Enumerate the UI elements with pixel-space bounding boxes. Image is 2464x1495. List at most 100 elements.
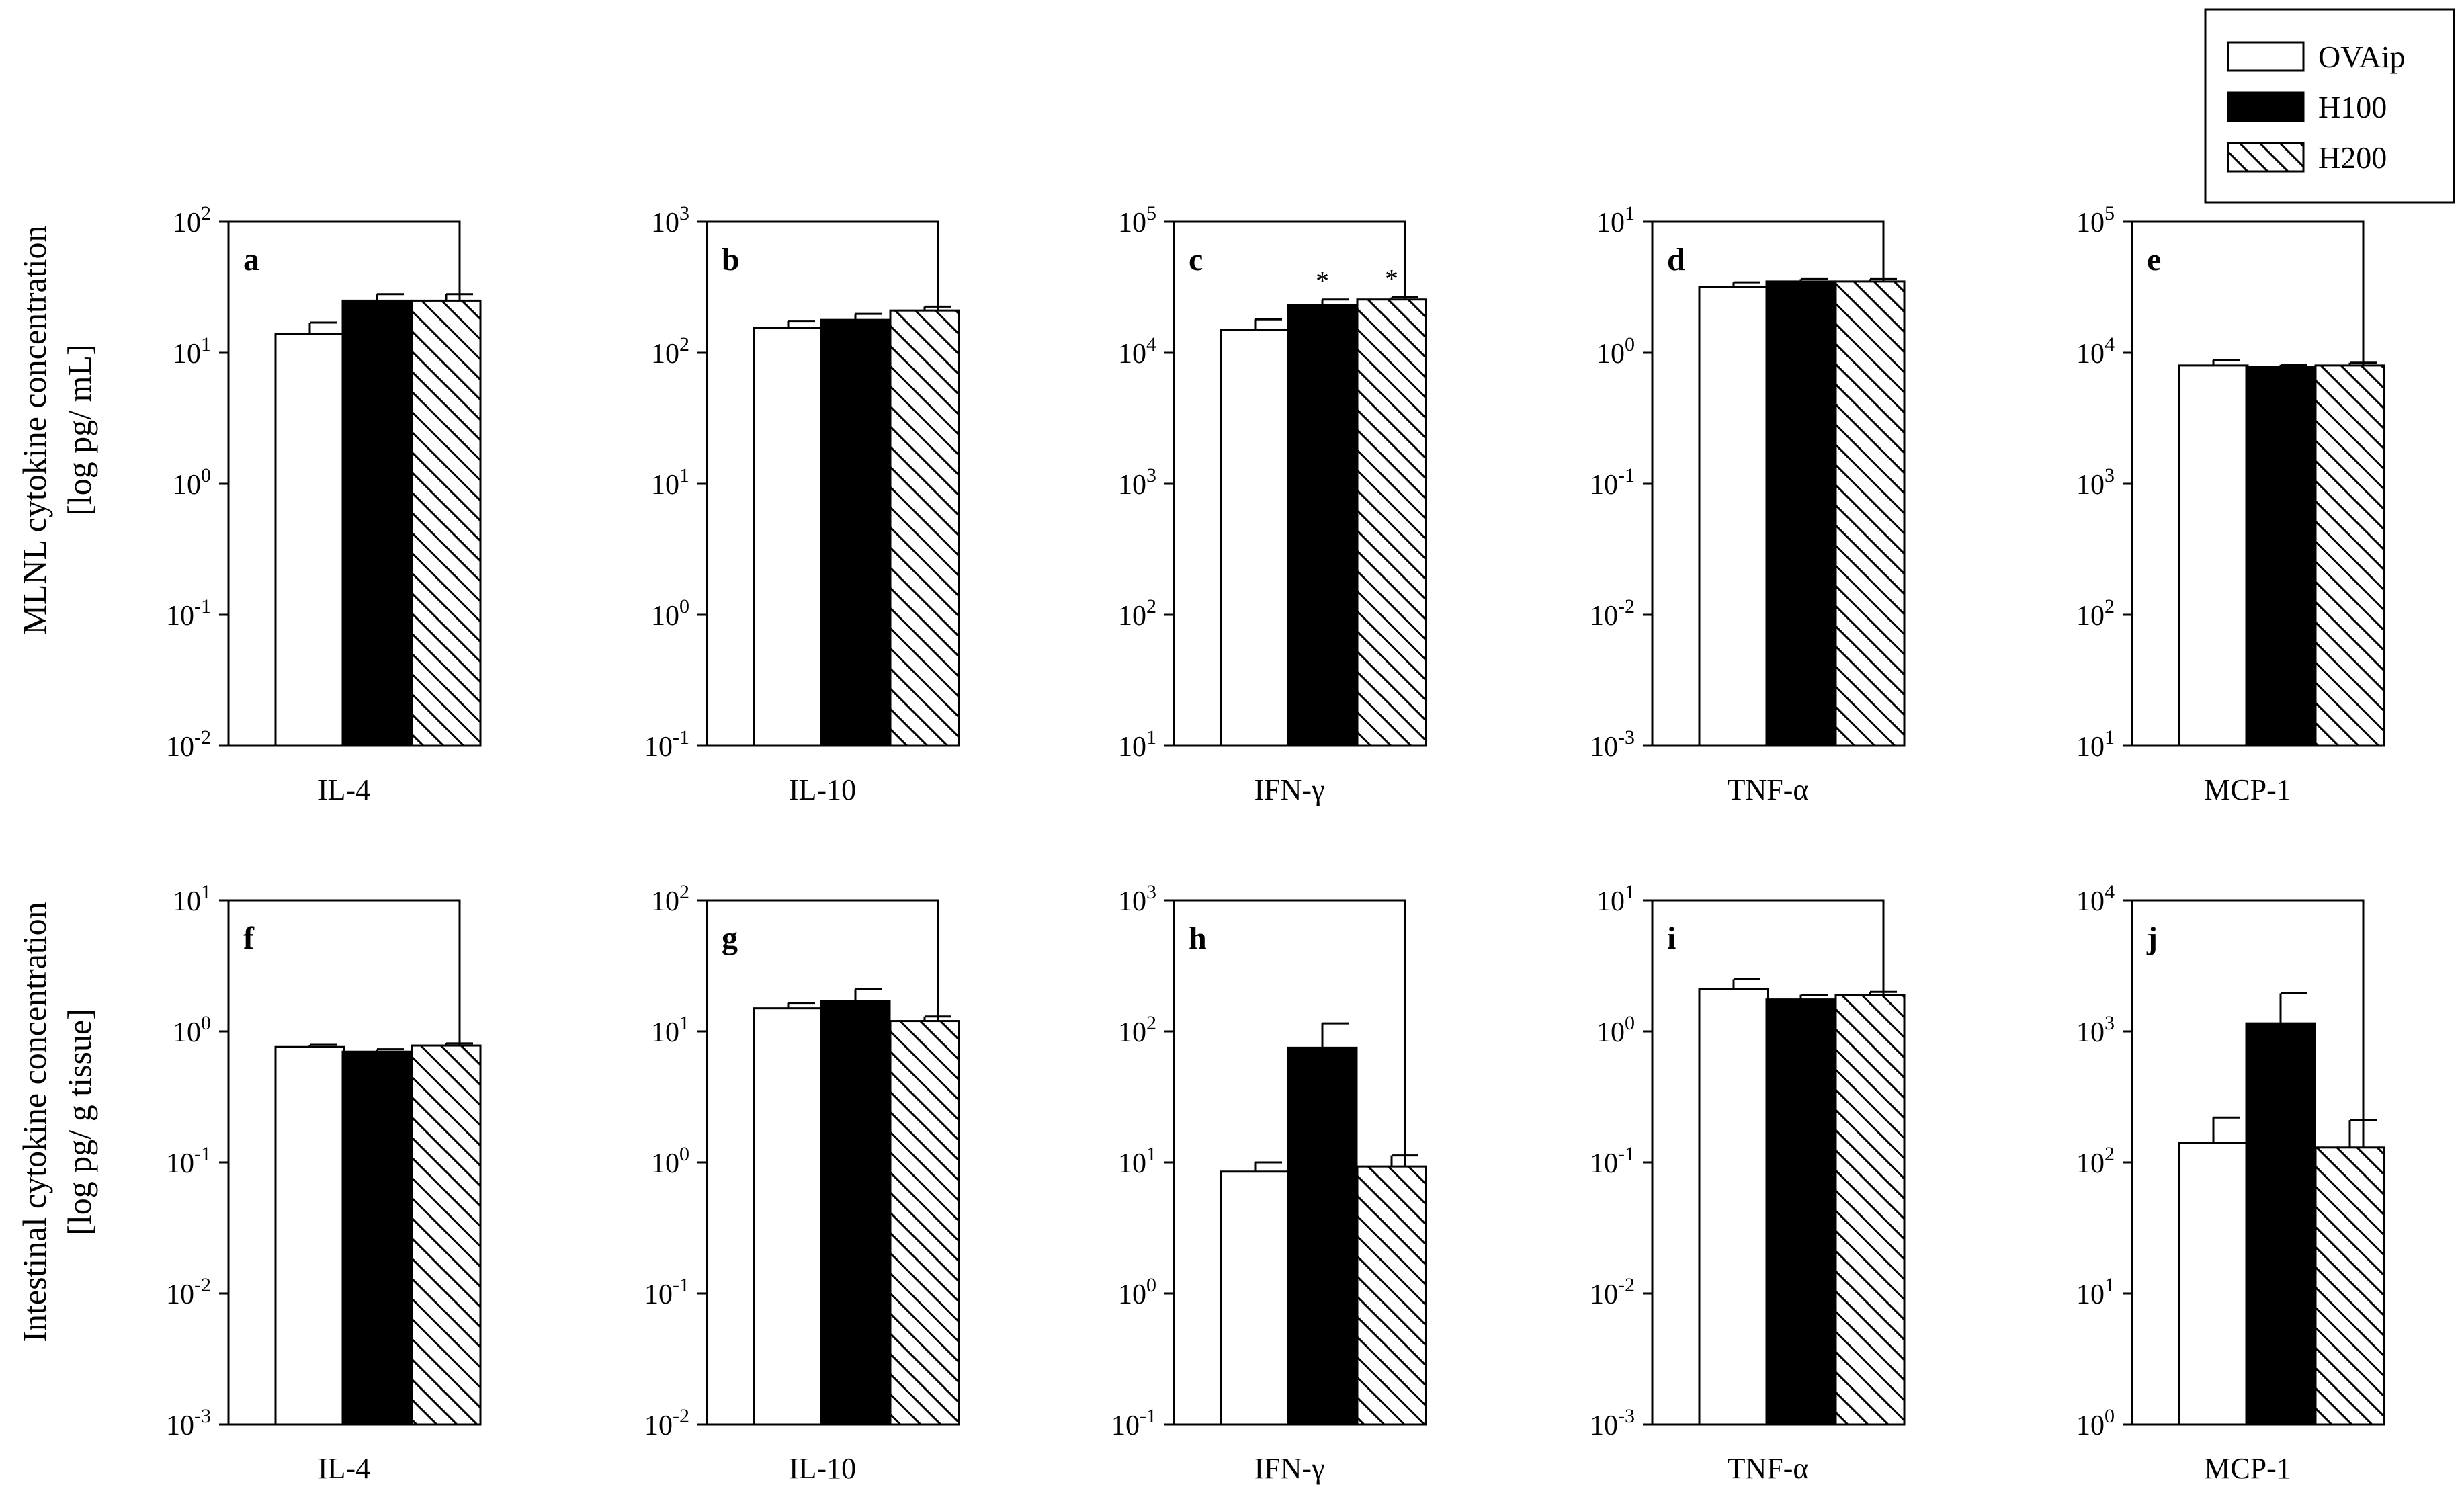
panel-a: 10-2 10-1 100 101 102 a IL-4	[166, 202, 482, 806]
panel-letter: e	[2147, 242, 2161, 277]
y-tick-label: 100	[1118, 1274, 1156, 1310]
legend-label-h200: H200	[2318, 140, 2387, 175]
y-tick-label: 104	[2076, 333, 2115, 370]
bar-h200	[1834, 280, 1906, 747]
panel-letter: f	[243, 921, 255, 956]
bar-h100	[2245, 366, 2316, 747]
bar-h200	[889, 1020, 960, 1426]
bar-ovaip	[1698, 988, 1769, 1426]
significance-mark: *	[1316, 266, 1329, 296]
y-tick-label: 100	[173, 1012, 211, 1048]
y-tick-label: 101	[1118, 1143, 1156, 1179]
panel-d: 10-3 10-2 10-1 100 101 d TNF-α	[1590, 202, 1906, 806]
bar-h100	[341, 299, 413, 747]
panel-e: 101 102 103 104 105 e MCP-1	[2076, 202, 2385, 806]
bar-h200	[411, 299, 482, 747]
panel-letter: d	[1667, 242, 1685, 277]
y-tick-label: 10-2	[1590, 1274, 1635, 1310]
y-tick-label: 100	[173, 464, 211, 501]
panel-letter: a	[243, 242, 259, 277]
y-tick-label: 102	[2076, 1143, 2115, 1179]
bar-ovaip	[274, 333, 345, 747]
panel-letter: h	[1189, 921, 1207, 956]
category-label: IL-10	[789, 773, 856, 806]
y-tick-label: 102	[651, 333, 689, 370]
y-tick-label: 101	[1597, 881, 1635, 917]
panel-h: 10-1 100 101 102 103 h IFN-γ	[1111, 881, 1427, 1485]
legend-swatch-ovaip	[2227, 41, 2305, 72]
category-label: IL-4	[318, 773, 370, 806]
row1-ylabel-line2: [log pg/ mL]	[60, 344, 98, 516]
y-tick-label: 10-1	[166, 1143, 211, 1179]
y-tick-label: 101	[651, 464, 689, 501]
y-tick-label: 103	[2076, 464, 2115, 501]
y-tick-label: 103	[2076, 1012, 2115, 1048]
y-tick-label: 10-1	[166, 595, 211, 632]
bar-h100	[341, 1050, 413, 1426]
significance-mark: *	[1385, 263, 1398, 294]
bar-ovaip	[753, 1007, 824, 1426]
y-tick-label: 103	[651, 202, 689, 239]
panel-g: 10-2 10-1 100 101 102 g IL-10	[644, 881, 960, 1485]
panel-letter: j	[2146, 921, 2158, 956]
panel-b: 10-1 100 101 102 103 b IL-10	[644, 202, 960, 806]
y-tick-label: 10-3	[166, 1405, 211, 1441]
panel-letter: i	[1667, 921, 1676, 956]
bar-ovaip	[2178, 1142, 2249, 1426]
y-tick-label: 100	[2076, 1405, 2115, 1441]
legend: OVAip H100 H200	[2204, 8, 2455, 204]
panels: 10-2 10-1 100 101 102 a IL-4 10-1 100 101 102 103 b I…	[166, 202, 2385, 1485]
y-tick-label: 101	[173, 333, 211, 370]
y-tick-label: 100	[1597, 333, 1635, 370]
row2-ylabel-line2: [log pg/ g tissue]	[60, 1009, 98, 1235]
bar-h200	[2314, 364, 2385, 747]
y-tick-label: 101	[173, 881, 211, 917]
y-tick-label: 102	[1118, 1012, 1156, 1048]
y-tick-label: 10-1	[644, 726, 689, 763]
y-tick-label: 10-2	[166, 726, 211, 763]
bar-ovaip	[274, 1045, 345, 1426]
y-tick-label: 10-3	[1590, 726, 1635, 763]
legend-label-h100: H100	[2318, 90, 2387, 124]
bar-h200	[411, 1044, 482, 1426]
category-label: MCP-1	[2204, 1452, 2291, 1485]
bar-ovaip	[1698, 285, 1769, 747]
y-tick-label: 10-2	[1590, 595, 1635, 632]
bar-h200	[2314, 1146, 2385, 1426]
y-tick-label: 101	[1597, 202, 1635, 239]
panel-i: 10-3 10-2 10-1 100 101 i TNF-α	[1590, 881, 1906, 1485]
panel-f: 10-3 10-2 10-1 100 101 f IL-4	[166, 881, 482, 1485]
y-tick-label: 10-1	[1590, 1143, 1635, 1179]
bar-ovaip	[2178, 364, 2249, 747]
panel-letter: b	[722, 242, 740, 277]
category-label: IL-10	[789, 1452, 856, 1485]
category-label: IFN-γ	[1255, 1452, 1325, 1485]
y-tick-label: 102	[1118, 595, 1156, 632]
category-label: MCP-1	[2204, 773, 2291, 806]
bar-h100	[820, 1000, 891, 1426]
bar-h100	[820, 318, 891, 747]
y-tick-label: 101	[1118, 726, 1156, 763]
panel-letter: g	[722, 921, 738, 956]
bar-h100	[2245, 1022, 2316, 1426]
bar-ovaip	[1220, 329, 1291, 747]
bar-h200	[889, 309, 960, 747]
bar-h200	[1356, 298, 1427, 747]
bar-h200	[1834, 994, 1906, 1426]
y-tick-label: 10-1	[1111, 1405, 1156, 1441]
y-tick-label: 102	[651, 881, 689, 917]
y-tick-label: 101	[2076, 1274, 2115, 1310]
y-tick-label: 105	[1118, 202, 1156, 239]
y-tick-label: 102	[173, 202, 211, 239]
y-tick-label: 102	[2076, 595, 2115, 632]
y-tick-label: 100	[1597, 1012, 1635, 1048]
bar-ovaip	[1220, 1170, 1291, 1426]
bar-h200	[1356, 1165, 1427, 1426]
legend-swatch-h100	[2227, 91, 2305, 122]
y-tick-label: 100	[651, 595, 689, 632]
panel-c: 101 102 103 104 105 c * * IFN-γ	[1118, 202, 1427, 806]
y-tick-label: 10-3	[1590, 1405, 1635, 1441]
bar-ovaip	[753, 327, 824, 747]
y-tick-label: 101	[2076, 726, 2115, 763]
